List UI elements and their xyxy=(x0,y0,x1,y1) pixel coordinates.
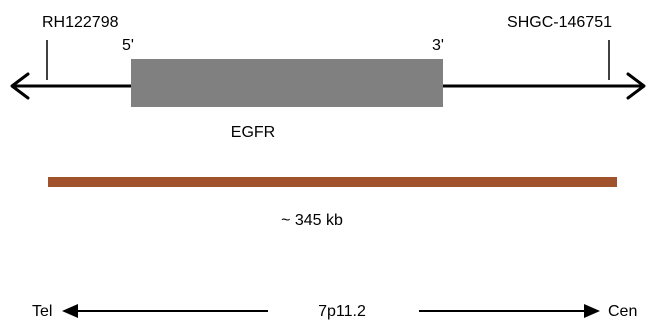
telomere-arrowhead-icon xyxy=(62,304,78,318)
telomere-label: Tel xyxy=(32,303,52,320)
centromere-label: Cen xyxy=(608,303,637,320)
left-arrowhead-icon xyxy=(10,72,30,100)
centromere-arrowhead-icon xyxy=(584,304,600,318)
three-prime-label: 3' xyxy=(432,37,444,54)
contig-bar xyxy=(48,177,617,187)
left-marker-label: RH122798 xyxy=(42,14,119,31)
gene-name-label: EGFR xyxy=(231,124,275,141)
right-marker-label: SHGC-146751 xyxy=(507,14,612,31)
five-prime-label: 5' xyxy=(122,37,134,54)
centromere-arrow xyxy=(419,304,600,318)
band-label: 7p11.2 xyxy=(318,303,366,320)
contig-size-label: ~ 345 kb xyxy=(281,212,343,229)
right-arrowhead-icon xyxy=(626,72,646,100)
gene-box xyxy=(131,59,443,107)
telomere-arrow xyxy=(62,304,268,318)
